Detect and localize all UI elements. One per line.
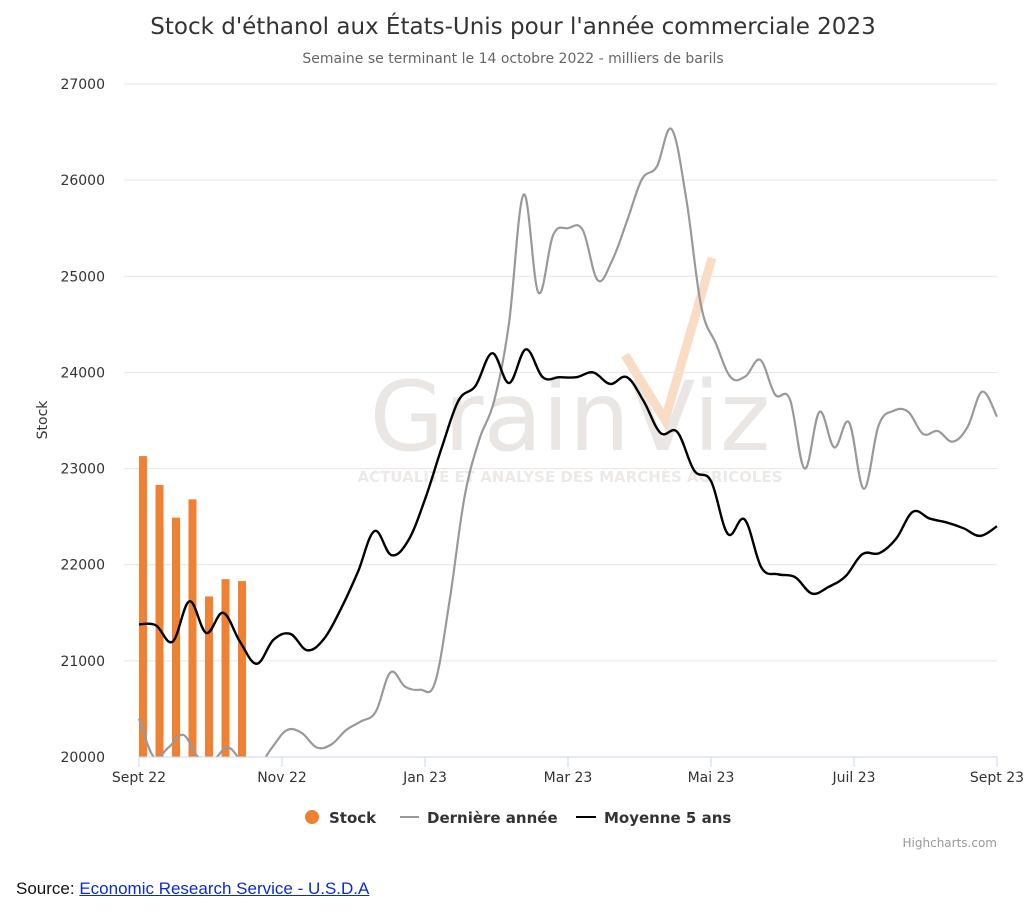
stock-bar[interactable] bbox=[238, 581, 246, 757]
x-tick-label: Mar 23 bbox=[544, 770, 593, 786]
legend-item-derniere-annee[interactable]: Dernière année bbox=[400, 809, 558, 827]
legend-stock-symbol bbox=[305, 810, 319, 824]
watermark-v-mark bbox=[621, 256, 717, 432]
y-gridlines bbox=[124, 83, 997, 662]
y-tick-label: 23000 bbox=[60, 462, 105, 478]
source-link[interactable]: Economic Research Service - U.S.D.A bbox=[79, 879, 370, 898]
derniere-annee-line[interactable] bbox=[137, 127, 998, 768]
x-axis-ticks: Sept 22 Nov 22 Jan 23 Mar 23 Mai 23 Juil 23 Se… bbox=[112, 757, 1024, 786]
grainviz-watermark: GrainViz ACTUALITÉ ET ANALYSE DES MARCHÉ… bbox=[358, 256, 783, 486]
legend: Stock Dernière année Moyenne 5 ans bbox=[305, 809, 731, 827]
stock-bar[interactable] bbox=[221, 579, 230, 757]
x-tick-label: Mai 23 bbox=[688, 770, 735, 786]
y-axis-ticks: 20000 21000 22000 23000 24000 25000 26000 27000 bbox=[60, 77, 105, 766]
watermark-tagline: ACTUALITÉ ET ANALYSE DES MARCHÉS AGRICOL… bbox=[358, 467, 783, 486]
ethanol-stock-chart: Stock d'éthanol aux États-Unis pour l'an… bbox=[35, 12, 1024, 850]
stock-bars bbox=[139, 456, 246, 757]
moyenne-5-ans-line[interactable] bbox=[138, 348, 998, 665]
chart-subtitle: Semaine se terminant le 14 octobre 2022 … bbox=[302, 51, 723, 67]
x-tick-label: Sept 23 bbox=[970, 770, 1024, 786]
legend-moyenne-label: Moyenne 5 ans bbox=[604, 809, 731, 827]
legend-stock-label: Stock bbox=[329, 809, 377, 827]
x-tick-label: Juil 23 bbox=[831, 770, 875, 786]
chart-title: Stock d'éthanol aux États-Unis pour l'an… bbox=[150, 12, 875, 40]
y-tick-label: 25000 bbox=[60, 269, 105, 285]
y-axis-title: Stock bbox=[35, 400, 51, 440]
source-line: Source: Economic Research Service - U.S.… bbox=[16, 879, 369, 899]
x-tick-label: Jan 23 bbox=[402, 770, 447, 786]
x-tick-label: Nov 22 bbox=[257, 770, 307, 786]
legend-derniere-annee-label: Dernière année bbox=[427, 809, 558, 827]
y-tick-label: 27000 bbox=[60, 77, 105, 93]
x-tick-label: Sept 22 bbox=[112, 770, 166, 786]
y-tick-label: 20000 bbox=[60, 750, 105, 766]
series-lines bbox=[137, 127, 998, 768]
y-tick-label: 26000 bbox=[60, 173, 105, 189]
stock-bar[interactable] bbox=[155, 484, 164, 757]
y-tick-label: 24000 bbox=[60, 365, 105, 381]
y-tick-label: 22000 bbox=[60, 558, 105, 574]
stock-bar[interactable] bbox=[205, 596, 213, 757]
stock-bar[interactable] bbox=[188, 499, 197, 757]
y-tick-label: 21000 bbox=[60, 654, 105, 670]
stock-bar[interactable] bbox=[139, 456, 147, 757]
highcharts-credits[interactable]: Highcharts.com bbox=[903, 836, 997, 850]
watermark-logo: GrainViz bbox=[370, 361, 771, 473]
source-prefix: Source: bbox=[16, 879, 75, 898]
legend-item-stock[interactable]: Stock bbox=[305, 809, 377, 827]
legend-item-moyenne-5-ans[interactable]: Moyenne 5 ans bbox=[576, 809, 731, 827]
